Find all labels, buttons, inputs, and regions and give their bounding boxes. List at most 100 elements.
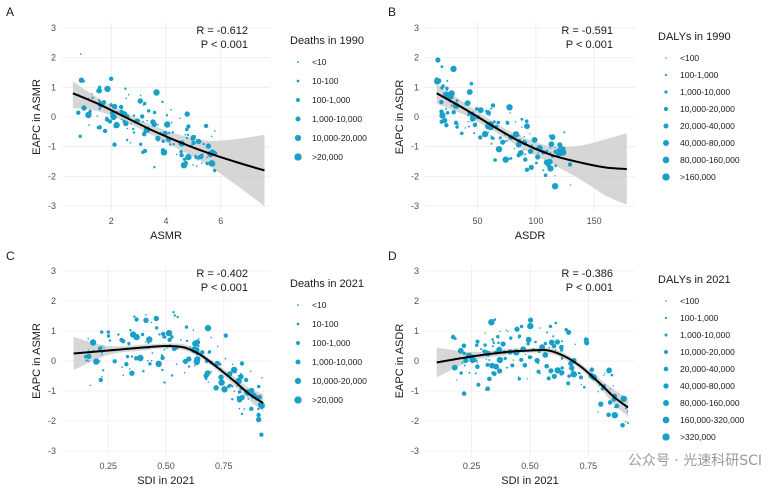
data-point bbox=[164, 121, 171, 128]
panel-A: A -3 -2 -1 0 1 2 3 2 4 6 ASMR EAPC in ASMR R = -0.612… bbox=[6, 5, 367, 242]
data-point bbox=[439, 119, 444, 124]
data-point bbox=[168, 141, 171, 143]
data-point bbox=[568, 360, 574, 367]
x-tick-label: 6 bbox=[218, 216, 223, 226]
data-point bbox=[165, 329, 173, 337]
x-tick-label: 0.75 bbox=[580, 461, 598, 471]
data-point bbox=[110, 113, 117, 121]
data-point bbox=[448, 94, 454, 100]
data-point bbox=[192, 164, 194, 166]
y-axis-title: EAPC in ASMR bbox=[31, 323, 43, 399]
legend-item-label: 40,000-80,000 bbox=[680, 138, 735, 148]
data-point bbox=[496, 356, 504, 364]
data-point bbox=[216, 345, 219, 348]
legend-item-label: 100-1,000 bbox=[680, 313, 719, 323]
data-point bbox=[549, 151, 552, 154]
data-point bbox=[499, 136, 502, 140]
legend-key bbox=[663, 383, 669, 389]
data-point bbox=[137, 98, 143, 104]
data-point bbox=[194, 136, 197, 139]
legend-item-label: <10 bbox=[312, 300, 327, 310]
data-point bbox=[91, 96, 94, 100]
correlation-r: R = -0.612 bbox=[196, 25, 248, 37]
data-point bbox=[434, 78, 441, 85]
y-tick-label: 1 bbox=[51, 326, 56, 336]
data-point bbox=[184, 133, 187, 136]
data-point bbox=[467, 125, 470, 128]
data-point bbox=[192, 329, 195, 331]
data-point bbox=[542, 169, 545, 172]
data-point bbox=[233, 390, 235, 393]
data-point bbox=[83, 355, 88, 359]
data-point bbox=[206, 156, 208, 159]
data-point bbox=[243, 408, 245, 410]
legend-item-label: 160,000-320,000 bbox=[680, 415, 745, 425]
data-point bbox=[439, 112, 446, 119]
data-point bbox=[180, 339, 182, 341]
x-tick-label: 0.25 bbox=[463, 461, 481, 471]
data-point bbox=[554, 367, 561, 374]
legend-key bbox=[294, 396, 302, 404]
data-point bbox=[495, 146, 503, 153]
data-point bbox=[221, 386, 228, 393]
data-point bbox=[183, 371, 186, 374]
data-point bbox=[519, 325, 521, 327]
x-tick-label: 2 bbox=[109, 216, 114, 226]
y-axis-title: EAPC in ASDR bbox=[394, 80, 406, 155]
legend-item-label: >20,000 bbox=[312, 152, 343, 162]
data-point bbox=[257, 407, 260, 411]
data-point bbox=[121, 339, 126, 344]
data-point bbox=[523, 157, 528, 162]
x-tick-label: 0.25 bbox=[99, 461, 117, 471]
data-point bbox=[620, 423, 625, 428]
y-tick-label: -1 bbox=[411, 142, 419, 152]
legend: Deaths in 2021 <10 10-100 100-1,000 1,000-10… bbox=[290, 278, 367, 405]
data-point bbox=[463, 364, 466, 367]
data-point bbox=[467, 120, 469, 123]
data-point bbox=[491, 371, 496, 376]
panel-B: B -3 -2 -1 0 1 2 3 50 100 150 ASDR EAPC in ASDR R = -… bbox=[388, 5, 740, 242]
data-point bbox=[78, 77, 85, 83]
data-point bbox=[228, 383, 232, 387]
data-point bbox=[446, 90, 448, 92]
data-point bbox=[147, 359, 149, 362]
data-point bbox=[554, 164, 558, 168]
legend-item-label: 80,000-160,000 bbox=[680, 398, 740, 408]
data-point bbox=[186, 136, 189, 140]
data-point bbox=[85, 359, 88, 362]
data-point bbox=[525, 336, 532, 343]
data-point bbox=[204, 324, 212, 332]
data-point bbox=[119, 109, 124, 114]
data-point bbox=[204, 371, 208, 374]
data-point bbox=[248, 387, 255, 394]
data-point bbox=[180, 162, 188, 169]
data-point bbox=[86, 353, 92, 359]
data-point bbox=[259, 432, 264, 437]
correlation-r: R = -0.386 bbox=[561, 268, 613, 280]
data-point bbox=[239, 361, 245, 366]
data-point bbox=[161, 139, 165, 143]
data-point bbox=[167, 337, 172, 342]
data-point bbox=[121, 366, 123, 368]
data-point bbox=[108, 339, 112, 342]
x-axis-title: SDI in 2021 bbox=[501, 475, 558, 487]
x-tick-label: 50 bbox=[472, 216, 482, 226]
data-point bbox=[202, 153, 204, 155]
legend-item-label: 10-100 bbox=[312, 76, 339, 86]
data-point bbox=[101, 353, 103, 356]
data-point bbox=[150, 119, 156, 125]
data-point bbox=[492, 340, 495, 343]
data-point bbox=[118, 104, 124, 110]
data-point bbox=[161, 331, 166, 337]
x-axis-title: SDI in 2021 bbox=[137, 475, 194, 487]
legend-key bbox=[664, 90, 668, 94]
data-point bbox=[142, 104, 145, 106]
data-point bbox=[149, 364, 152, 366]
data-point bbox=[455, 125, 459, 129]
data-point bbox=[155, 360, 162, 367]
legend-key bbox=[296, 341, 300, 345]
data-point bbox=[566, 381, 571, 386]
data-point bbox=[459, 371, 463, 375]
data-point bbox=[574, 343, 576, 345]
data-point bbox=[488, 113, 491, 116]
